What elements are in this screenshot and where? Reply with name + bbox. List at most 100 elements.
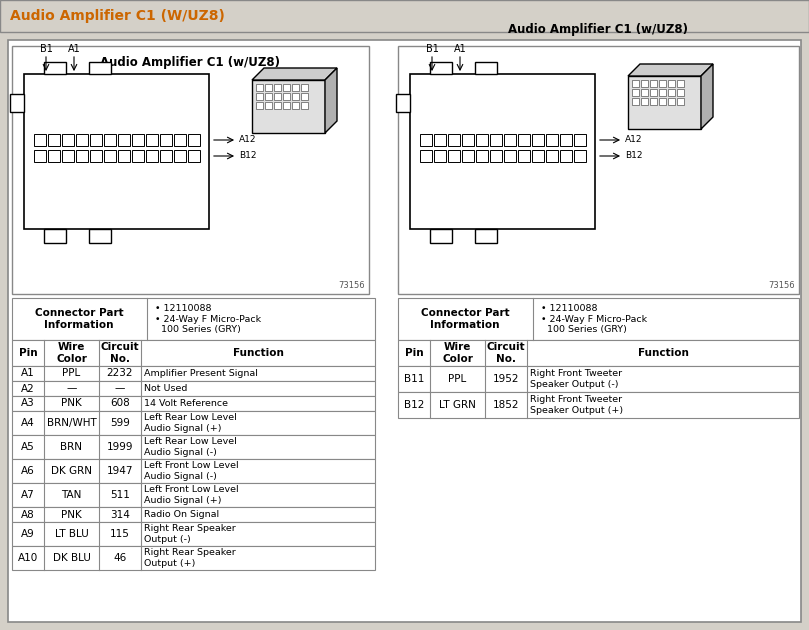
Bar bbox=[462, 134, 474, 146]
Text: A10: A10 bbox=[18, 553, 38, 563]
Bar bbox=[12, 340, 375, 366]
Bar bbox=[410, 74, 595, 229]
Bar bbox=[430, 62, 452, 74]
Bar bbox=[146, 134, 158, 146]
Bar bbox=[89, 62, 111, 74]
Bar bbox=[256, 102, 263, 109]
Bar bbox=[265, 93, 272, 100]
Bar bbox=[44, 62, 66, 74]
Bar bbox=[659, 80, 666, 87]
Text: PNK: PNK bbox=[61, 510, 82, 520]
Text: A12: A12 bbox=[625, 135, 642, 144]
Bar bbox=[668, 89, 675, 96]
Text: Amplifier Present Signal: Amplifier Present Signal bbox=[144, 369, 258, 378]
Text: B1: B1 bbox=[40, 44, 53, 54]
Bar bbox=[475, 62, 497, 74]
Bar bbox=[12, 459, 375, 483]
Bar bbox=[10, 94, 24, 112]
Text: 46: 46 bbox=[113, 553, 127, 563]
Bar bbox=[632, 89, 639, 96]
Text: Right Rear Speaker
Output (-): Right Rear Speaker Output (-) bbox=[144, 524, 235, 544]
Text: Left Rear Low Level
Audio Signal (+): Left Rear Low Level Audio Signal (+) bbox=[144, 413, 237, 433]
Bar bbox=[12, 435, 375, 459]
Text: Right Rear Speaker
Output (+): Right Rear Speaker Output (+) bbox=[144, 548, 235, 568]
Bar bbox=[560, 150, 572, 162]
Bar bbox=[462, 150, 474, 162]
Text: B12: B12 bbox=[625, 151, 642, 161]
Text: Function: Function bbox=[637, 348, 688, 358]
Bar bbox=[48, 150, 60, 162]
Bar bbox=[34, 134, 46, 146]
Text: Wire
Color: Wire Color bbox=[442, 342, 473, 364]
Bar bbox=[476, 134, 488, 146]
Bar bbox=[677, 98, 684, 105]
Bar bbox=[490, 150, 502, 162]
Bar bbox=[12, 298, 375, 340]
Bar bbox=[12, 483, 375, 507]
Bar bbox=[532, 134, 544, 146]
Bar bbox=[274, 102, 281, 109]
Polygon shape bbox=[628, 64, 713, 76]
Bar bbox=[256, 93, 263, 100]
Bar bbox=[104, 150, 116, 162]
Text: Connector Part
Information: Connector Part Information bbox=[35, 308, 123, 329]
Bar bbox=[641, 98, 648, 105]
Bar bbox=[274, 84, 281, 91]
Text: —: — bbox=[66, 384, 77, 394]
Bar bbox=[504, 134, 516, 146]
Text: B12: B12 bbox=[404, 400, 424, 410]
Bar bbox=[659, 89, 666, 96]
Bar bbox=[274, 93, 281, 100]
Bar bbox=[434, 134, 446, 146]
Bar bbox=[292, 93, 299, 100]
Bar bbox=[560, 134, 572, 146]
Text: A6: A6 bbox=[21, 466, 35, 476]
Bar bbox=[283, 102, 290, 109]
Text: LT BLU: LT BLU bbox=[55, 529, 88, 539]
Bar bbox=[641, 89, 648, 96]
Text: • 12110088
• 24-Way F Micro-Pack
  100 Series (GRY): • 12110088 • 24-Way F Micro-Pack 100 Ser… bbox=[155, 304, 261, 334]
Text: DK GRN: DK GRN bbox=[51, 466, 92, 476]
Text: 1999: 1999 bbox=[107, 442, 133, 452]
Text: B12: B12 bbox=[239, 151, 256, 161]
Bar bbox=[632, 98, 639, 105]
Text: 1852: 1852 bbox=[493, 400, 519, 410]
Bar bbox=[292, 84, 299, 91]
Text: PNK: PNK bbox=[61, 399, 82, 408]
Bar bbox=[132, 150, 144, 162]
Text: Right Front Tweeter
Speaker Output (+): Right Front Tweeter Speaker Output (+) bbox=[530, 395, 623, 415]
Bar bbox=[641, 80, 648, 87]
Bar bbox=[574, 150, 586, 162]
Bar bbox=[398, 340, 799, 366]
Bar bbox=[448, 134, 460, 146]
Bar bbox=[252, 80, 325, 133]
Bar bbox=[188, 150, 200, 162]
Bar bbox=[12, 366, 375, 381]
Bar bbox=[420, 134, 432, 146]
Text: 1947: 1947 bbox=[107, 466, 133, 476]
Polygon shape bbox=[252, 68, 337, 80]
Text: 599: 599 bbox=[110, 418, 130, 428]
Bar bbox=[12, 396, 375, 411]
Text: PPL: PPL bbox=[62, 369, 81, 379]
Bar bbox=[160, 150, 172, 162]
Text: 2232: 2232 bbox=[107, 369, 133, 379]
Bar bbox=[490, 134, 502, 146]
Bar bbox=[283, 93, 290, 100]
Bar bbox=[398, 298, 799, 340]
Bar bbox=[476, 150, 488, 162]
Bar bbox=[12, 381, 375, 396]
Bar bbox=[632, 80, 639, 87]
Text: 73156: 73156 bbox=[338, 281, 365, 290]
Text: 1952: 1952 bbox=[493, 374, 519, 384]
Text: —: — bbox=[115, 384, 125, 394]
Bar bbox=[546, 134, 558, 146]
Text: DK BLU: DK BLU bbox=[53, 553, 91, 563]
Text: A12: A12 bbox=[239, 135, 256, 144]
Bar bbox=[62, 150, 74, 162]
Bar bbox=[12, 46, 369, 294]
Text: Circuit
No.: Circuit No. bbox=[100, 342, 139, 364]
Bar bbox=[677, 80, 684, 87]
Polygon shape bbox=[701, 64, 713, 129]
Bar bbox=[448, 150, 460, 162]
